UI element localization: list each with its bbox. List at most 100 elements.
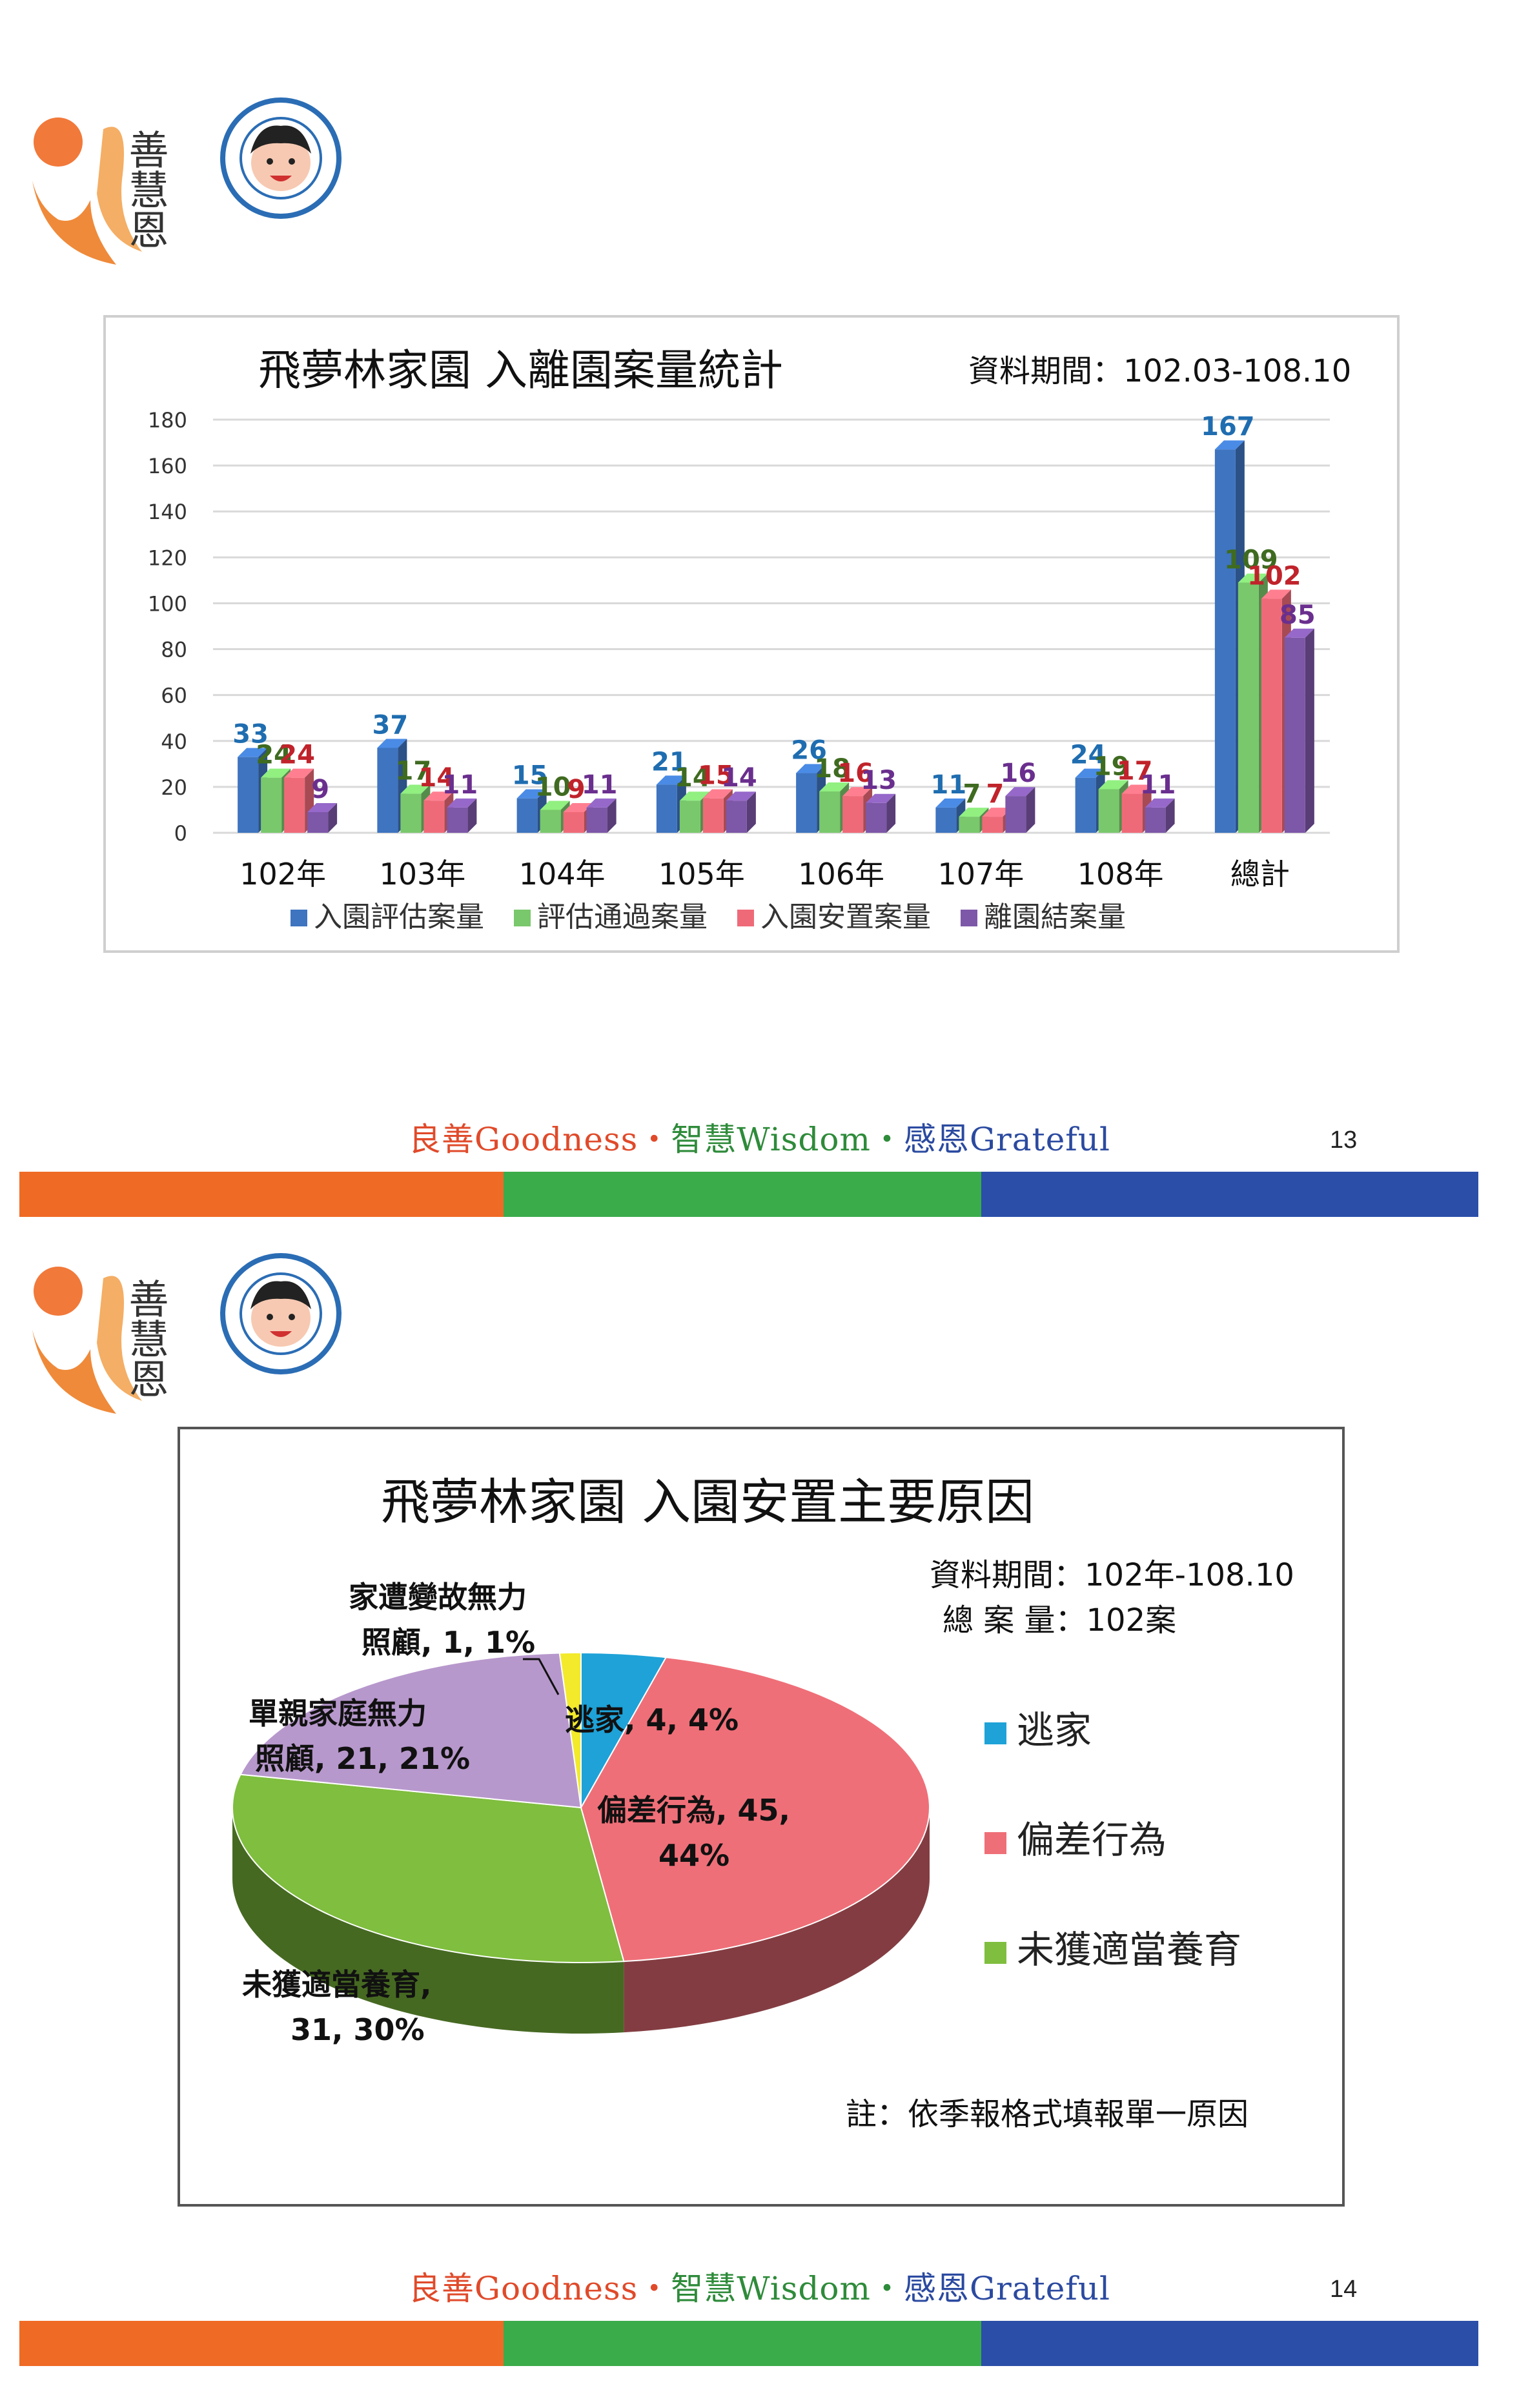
bar [1145,807,1166,833]
data-label: 16 [1001,759,1037,788]
bar [656,784,677,833]
y-tick-label: 60 [161,684,187,708]
data-label: 9 [567,775,586,804]
pie-side [624,1808,930,2033]
footer-strip-blue [981,1172,1478,1217]
bar-top [586,798,617,808]
bar-top [1261,589,1291,599]
data-label: 18 [814,754,850,784]
bar [796,773,817,833]
gwg-family-logo-2 [219,1252,342,1375]
bar [726,801,747,833]
pie-slice [239,1652,582,1809]
y-tick-label: 80 [161,638,187,662]
data-label: 9 [311,775,329,804]
footer-strip-green-2 [504,2321,981,2366]
pie-chart-total: 總 案 量：102案 [943,1602,1177,1638]
bar-top [1098,780,1128,790]
pie-chart-period: 資料期間：102年-108.10 [930,1557,1294,1593]
hand-heart-logo-icon: 善慧恩 [32,1267,169,1414]
data-label: 15 [512,761,548,791]
footer-strip-blue-2 [981,2321,1478,2366]
bar-chart-frame [103,315,1400,953]
bar [284,777,305,833]
data-label: 102 [1247,561,1301,591]
x-tick-label: 103年 [379,857,465,892]
bar-top [1121,784,1152,794]
legend-label: 評估通過案量 [537,901,708,934]
bar-top [1214,440,1245,450]
bar [238,757,259,833]
footer-strip-orange [19,1172,504,1217]
pie-slice [232,1773,625,1963]
data-label: 85 [1279,600,1316,630]
pie-data-label: 家遭變故無力 [349,1580,527,1615]
bar [959,817,980,833]
bar [1121,793,1143,833]
bar-top [284,768,314,778]
bar [563,812,584,833]
gwg-family-face-icon [220,97,342,219]
pie-data-label: 照顧, 1, 1% [362,1625,535,1660]
y-tick-label: 180 [148,408,187,433]
bar-chart: 020406080100120140160180102年3324249103年3… [148,408,1330,934]
x-tick-label: 102年 [240,857,326,892]
pie-data-label: 逃家, 4, 4% [565,1702,739,1737]
pie-data-label: 單親家庭無力 [249,1696,427,1731]
bar [400,793,422,833]
bar-top [261,768,291,778]
legend-swatch [984,1942,1006,1964]
bar-top [1075,768,1105,778]
bar-top [563,803,593,812]
leader-line [523,1658,560,1695]
footer-motto: 良善Goodness・智慧Wisdom・感恩Grateful [0,1114,1519,1160]
data-label: 24 [1070,740,1106,770]
legend-label: 入園安置案量 [760,901,931,934]
page-number-14: 14 [1330,2276,1358,2303]
y-tick-label: 0 [174,821,187,846]
data-label: 109 [1224,545,1278,575]
bar [307,812,329,833]
bar [1261,598,1282,833]
bar [866,802,887,833]
pie-chart: 逃家, 4, 4% 偏差行為, 45, 44% 未獲適當養育, 31, 30% 單親家庭無… [232,1580,1241,2047]
bar-top [819,782,850,791]
bar-side [1305,628,1314,833]
legend-swatch [291,910,307,926]
footer-strip-orange-2 [19,2321,504,2366]
legend-swatch [961,910,977,926]
y-tick-label: 20 [161,775,187,800]
pie-data-label: 未獲適當養育, [242,1967,431,2002]
legend-label: 逃家 [1017,1708,1092,1752]
bar-side [886,793,896,833]
bar [982,817,1003,833]
data-label: 24 [256,740,292,770]
bar-side [467,798,477,833]
bar-side [607,798,617,833]
bar [586,807,607,833]
y-tick-label: 40 [161,730,187,754]
data-label: 15 [698,761,734,791]
bar-top [377,739,407,748]
legend-swatch [984,1722,1006,1744]
bar [516,798,538,833]
x-tick-label: 104年 [519,857,606,892]
motto-wisdom: 智慧Wisdom・ [671,2270,904,2307]
bar [261,777,282,833]
footer-strip-green [504,1172,981,1217]
bar-top [447,798,477,808]
data-label: 14 [419,763,455,793]
bar-top [1284,628,1314,638]
data-label: 14 [675,763,711,793]
logo-vertical-text: 善慧恩 [122,129,169,249]
pie-side [232,1808,624,2034]
motto-grateful: 感恩Grateful [903,1121,1110,1158]
bar-top [1145,798,1175,808]
data-label: 10 [535,772,571,802]
data-label: 7 [963,779,981,809]
foundation-logo: 善慧恩 [19,90,194,271]
data-label: 11 [931,770,967,800]
legend-swatch [514,910,531,926]
motto-wisdom: 智慧Wisdom・ [671,1121,904,1158]
y-tick-label: 100 [148,591,187,616]
